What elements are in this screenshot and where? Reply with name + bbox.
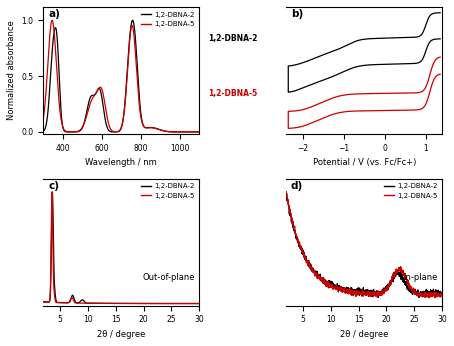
Text: In-plane: In-plane (403, 273, 438, 282)
Text: a): a) (48, 9, 60, 19)
X-axis label: Wavelength / nm: Wavelength / nm (85, 158, 157, 167)
X-axis label: 2θ / degree: 2θ / degree (97, 330, 146, 339)
Text: 1,2-DBNA-5: 1,2-DBNA-5 (208, 89, 257, 98)
X-axis label: 2θ / degree: 2θ / degree (340, 330, 388, 339)
Text: 1,2-DBNA-2: 1,2-DBNA-2 (208, 34, 257, 43)
Text: Out-of-plane: Out-of-plane (142, 273, 195, 282)
Legend: 1,2-DBNA-2, 1,2-DBNA-5: 1,2-DBNA-2, 1,2-DBNA-5 (139, 182, 196, 200)
Text: c): c) (48, 181, 59, 191)
Legend: 1,2-DBNA-2, 1,2-DBNA-5: 1,2-DBNA-2, 1,2-DBNA-5 (382, 182, 439, 200)
Legend: 1,2-DBNA-2, 1,2-DBNA-5: 1,2-DBNA-2, 1,2-DBNA-5 (139, 10, 196, 29)
Text: d): d) (291, 181, 303, 191)
Text: b): b) (291, 9, 303, 19)
Y-axis label: Normalized absorbance: Normalized absorbance (7, 21, 16, 120)
X-axis label: Potential / V (vs. Fc/Fc+): Potential / V (vs. Fc/Fc+) (312, 158, 416, 167)
